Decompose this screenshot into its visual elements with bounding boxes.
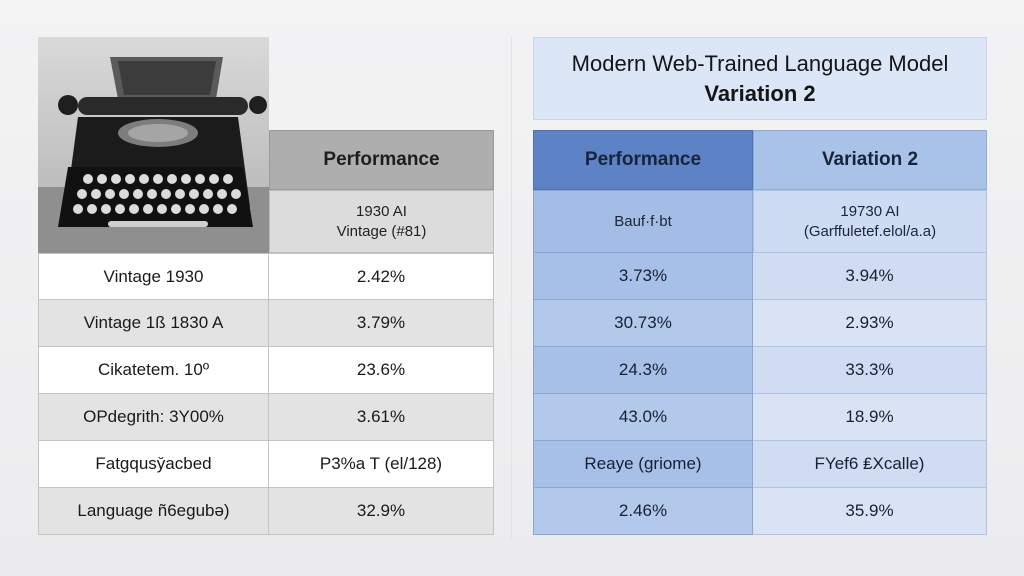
row-variation-value: 3.94% bbox=[753, 253, 987, 300]
row-label: Cikatetem. 10º bbox=[38, 347, 269, 393]
row-label: Language ñ6egubə) bbox=[38, 488, 269, 534]
typewriter-photo bbox=[38, 37, 269, 253]
table-row: OPdegrith: 3Y00% 3.61% bbox=[38, 394, 494, 441]
row-value: 32.9% bbox=[269, 488, 494, 534]
row-value: 3.79% bbox=[269, 300, 494, 346]
table-row: Reaye (ɡriome) FYef6 ₤Xcalle) bbox=[533, 441, 987, 488]
row-performance-value: 43.0% bbox=[533, 394, 753, 441]
table-row: Fatgqusy̆acbed P3%a T (el/128) bbox=[38, 441, 494, 488]
row-label: Vintage 1ß 1830 A bbox=[38, 300, 269, 346]
row-variation-value: 2.93% bbox=[753, 300, 987, 347]
table-row: 24.3% 33.3% bbox=[533, 347, 987, 394]
right-subheader-col1-line-1: Bauf·f·bt bbox=[614, 212, 672, 230]
table-row: 43.0% 18.9% bbox=[533, 394, 987, 441]
left-subheader-line-2: Vintage (#81) bbox=[336, 222, 427, 240]
row-variation-value: 35.9% bbox=[753, 488, 987, 535]
left-subheader: 1930 AI Vintage (#81) bbox=[269, 190, 494, 253]
row-variation-value: 18.9% bbox=[753, 394, 987, 441]
right-subheader-col2-line-2: (Garffuletef.elol/a.a) bbox=[803, 222, 937, 240]
right-table-body: 3.73% 3.94% 30.73% 2.93% 24.3% 33.3% 43.… bbox=[533, 253, 987, 535]
row-value: 2.42% bbox=[269, 254, 494, 299]
right-title-line-1: Modern Web-Trained Language Model bbox=[571, 50, 949, 76]
modern-comparison-panel: Modern Web-Trained Language Model Variat… bbox=[533, 37, 987, 539]
table-row: 2.46% 35.9% bbox=[533, 488, 987, 535]
row-performance-value: 24.3% bbox=[533, 347, 753, 394]
vintage-comparison-panel: Performance 1930 AI Vintage (#81) Vintag… bbox=[38, 37, 494, 539]
left-table-body: Vintage 1930 2.42% Vintage 1ß 1830 A 3.7… bbox=[38, 253, 494, 535]
right-variation-header: Variation 2 bbox=[753, 130, 987, 190]
right-subheader-col2-line-1: 19730 AI bbox=[840, 202, 900, 220]
right-subheader-col1: Bauf·f·bt bbox=[533, 190, 753, 253]
row-value: P3%a T (el/128) bbox=[269, 441, 494, 487]
table-row: 3.73% 3.94% bbox=[533, 253, 987, 300]
row-label: Vintage 1930 bbox=[38, 254, 269, 299]
panel-divider bbox=[511, 37, 512, 539]
row-value: 3.61% bbox=[269, 394, 494, 440]
table-row: Language ñ6egubə) 32.9% bbox=[38, 488, 494, 535]
left-performance-header: Performance bbox=[269, 130, 494, 190]
right-subheader-row: Bauf·f·bt 19730 AI (Garffuletef.elol/a.a… bbox=[533, 190, 987, 253]
table-row: Cikatetem. 10º 23.6% bbox=[38, 347, 494, 394]
row-performance-value: Reaye (ɡriome) bbox=[533, 441, 753, 488]
table-row: Vintage 1ß 1830 A 3.79% bbox=[38, 300, 494, 347]
row-label: Fatgqusy̆acbed bbox=[38, 441, 269, 487]
right-title-box: Modern Web-Trained Language Model Variat… bbox=[533, 37, 987, 120]
right-header-row: Performance Variation 2 bbox=[533, 130, 987, 190]
table-row: Vintage 1930 2.42% bbox=[38, 253, 494, 300]
right-subheader-col2: 19730 AI (Garffuletef.elol/a.a) bbox=[753, 190, 987, 253]
row-value: 23.6% bbox=[269, 347, 494, 393]
row-variation-value: FYef6 ₤Xcalle) bbox=[753, 441, 987, 488]
table-row: 30.73% 2.93% bbox=[533, 300, 987, 347]
right-title-line-2: Variation 2 bbox=[704, 80, 816, 106]
typewriter-icon bbox=[38, 57, 269, 253]
row-variation-value: 33.3% bbox=[753, 347, 987, 394]
row-label: OPdegrith: 3Y00% bbox=[38, 394, 269, 440]
left-subheader-line-1: 1930 AI bbox=[356, 202, 407, 220]
row-performance-value: 2.46% bbox=[533, 488, 753, 535]
row-performance-value: 30.73% bbox=[533, 300, 753, 347]
row-performance-value: 3.73% bbox=[533, 253, 753, 300]
right-performance-header: Performance bbox=[533, 130, 753, 190]
